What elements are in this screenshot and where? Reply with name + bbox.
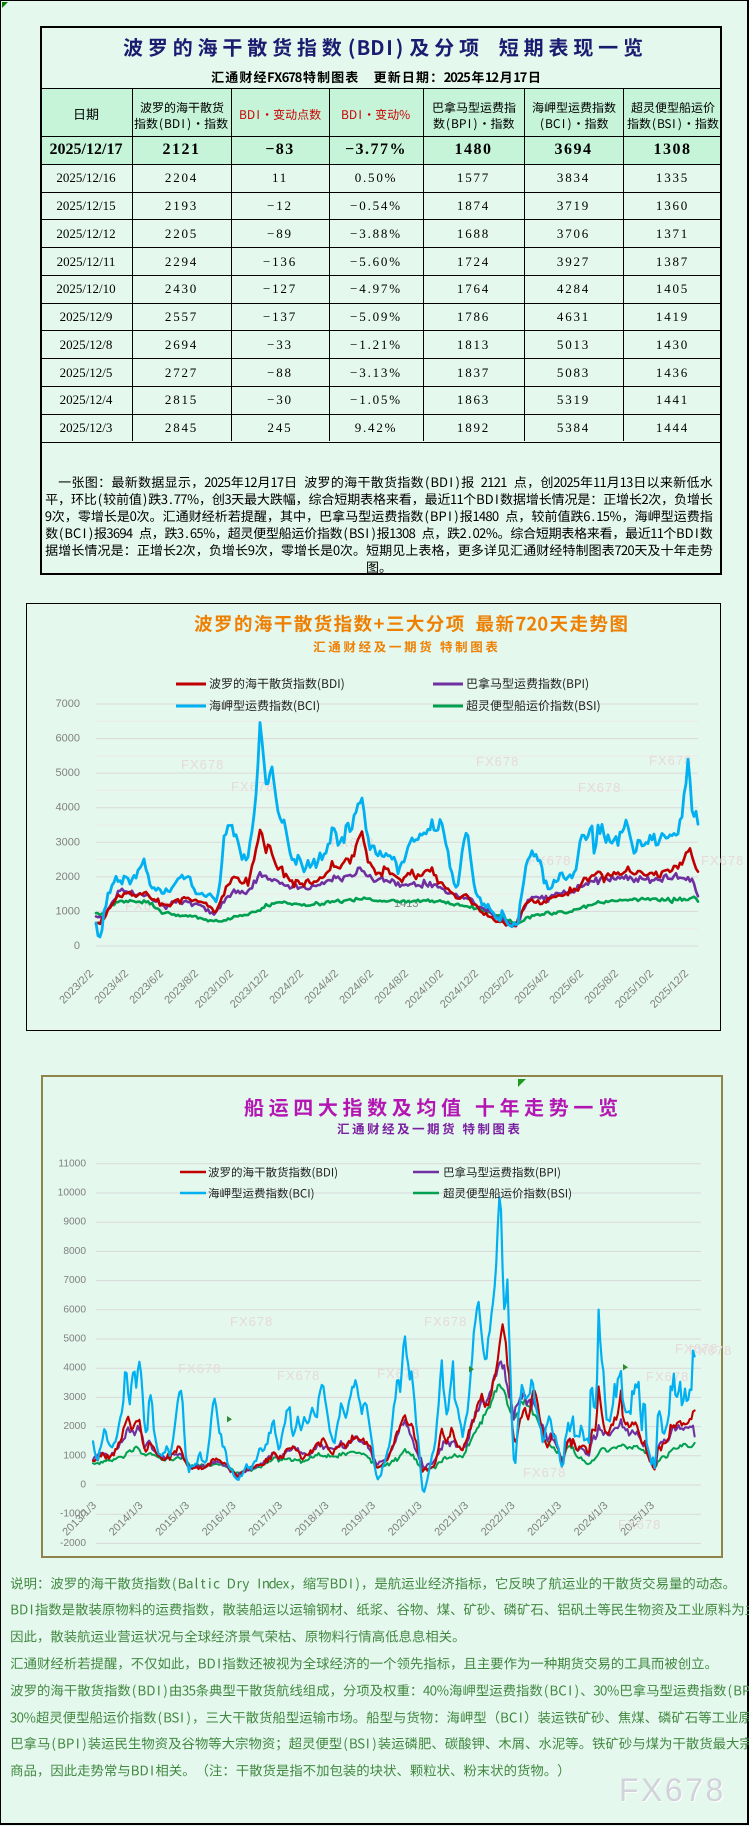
svg-text:10000: 10000 bbox=[58, 1188, 87, 1199]
svg-text:2000: 2000 bbox=[63, 1421, 86, 1432]
svg-text:FX678: FX678 bbox=[178, 1361, 221, 1376]
svg-text:2015/1/3: 2015/1/3 bbox=[153, 1500, 192, 1539]
svg-text:FX678: FX678 bbox=[377, 1366, 420, 1381]
svg-text:2020/1/3: 2020/1/3 bbox=[386, 1500, 425, 1539]
svg-text:4000: 4000 bbox=[56, 802, 80, 814]
svg-text:2024/1/3: 2024/1/3 bbox=[572, 1500, 611, 1539]
svg-text:7000: 7000 bbox=[63, 1275, 86, 1286]
svg-text:2018/1/3: 2018/1/3 bbox=[293, 1500, 332, 1539]
svg-text:11000: 11000 bbox=[58, 1158, 86, 1169]
svg-text:FX678: FX678 bbox=[424, 1314, 467, 1329]
svg-text:FX678: FX678 bbox=[476, 754, 519, 769]
svg-text:1000: 1000 bbox=[56, 905, 80, 917]
svg-text:2014/1/3: 2014/1/3 bbox=[107, 1500, 146, 1539]
svg-text:3000: 3000 bbox=[63, 1392, 86, 1403]
svg-text:5000: 5000 bbox=[63, 1334, 86, 1345]
svg-text:2017/1/3: 2017/1/3 bbox=[246, 1500, 285, 1539]
svg-text:-2000: -2000 bbox=[60, 1538, 86, 1549]
svg-text:FX678: FX678 bbox=[230, 1314, 273, 1329]
svg-text:-1000: -1000 bbox=[60, 1509, 86, 1520]
svg-text:FX678: FX678 bbox=[689, 1343, 732, 1358]
svg-text:FX678: FX678 bbox=[649, 753, 692, 768]
svg-text:2019/1/3: 2019/1/3 bbox=[339, 1500, 378, 1539]
svg-text:FX678: FX678 bbox=[646, 1369, 689, 1384]
svg-text:FX678: FX678 bbox=[578, 780, 621, 795]
svg-text:8000: 8000 bbox=[63, 1246, 86, 1257]
svg-text:9000: 9000 bbox=[63, 1217, 86, 1228]
svg-text:2022/1/3: 2022/1/3 bbox=[479, 1500, 518, 1539]
svg-text:1000: 1000 bbox=[63, 1450, 86, 1461]
svg-text:FX678: FX678 bbox=[528, 853, 571, 868]
svg-text:FX678: FX678 bbox=[618, 1517, 661, 1532]
svg-text:0: 0 bbox=[80, 1480, 86, 1491]
svg-text:6000: 6000 bbox=[56, 733, 80, 745]
svg-text:FX678: FX678 bbox=[523, 1465, 566, 1480]
svg-text:2000: 2000 bbox=[56, 871, 80, 883]
svg-text:2016/1/3: 2016/1/3 bbox=[200, 1500, 239, 1539]
svg-text:FX678: FX678 bbox=[675, 1341, 718, 1356]
svg-text:7000: 7000 bbox=[56, 698, 80, 710]
svg-text:FX678: FX678 bbox=[277, 1368, 320, 1383]
svg-text:5000: 5000 bbox=[56, 767, 80, 779]
svg-text:FX678: FX678 bbox=[231, 779, 274, 794]
svg-text:3000: 3000 bbox=[56, 836, 80, 848]
svg-text:FX678: FX678 bbox=[181, 757, 224, 772]
svg-text:6000: 6000 bbox=[63, 1304, 86, 1315]
svg-text:4000: 4000 bbox=[63, 1363, 86, 1374]
svg-text:2023/1/3: 2023/1/3 bbox=[525, 1500, 564, 1539]
svg-text:2021/1/3: 2021/1/3 bbox=[432, 1500, 471, 1539]
svg-text:FX678: FX678 bbox=[701, 853, 744, 868]
svg-text:0: 0 bbox=[74, 940, 80, 952]
